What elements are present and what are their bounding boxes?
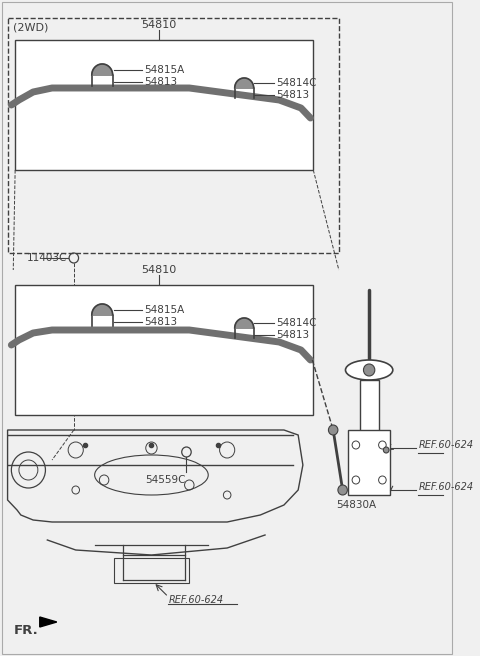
Text: 54813: 54813 [276, 90, 310, 100]
Text: 54810: 54810 [142, 265, 177, 275]
Text: 54814C: 54814C [276, 78, 317, 88]
Text: 54813: 54813 [276, 330, 310, 340]
Polygon shape [235, 78, 253, 88]
Circle shape [379, 476, 386, 484]
Circle shape [379, 441, 386, 449]
Text: (2WD): (2WD) [13, 22, 48, 32]
Text: REF.60-624: REF.60-624 [168, 595, 224, 605]
Text: 54813: 54813 [144, 77, 177, 87]
Circle shape [328, 425, 338, 435]
Bar [114, 558, 189, 583]
Circle shape [352, 476, 360, 484]
Text: 11403C: 11403C [26, 253, 67, 263]
Text: 54814C: 54814C [276, 318, 317, 328]
Text: 54559C: 54559C [145, 475, 186, 485]
Text: 54810: 54810 [142, 20, 177, 30]
Polygon shape [92, 64, 113, 75]
Bar [360, 380, 379, 460]
Polygon shape [40, 617, 57, 627]
Bar [15, 40, 313, 170]
Bar [15, 285, 313, 415]
Circle shape [352, 441, 360, 449]
Text: 54815A: 54815A [144, 305, 184, 315]
Text: 54830A: 54830A [336, 500, 376, 510]
Polygon shape [235, 318, 253, 328]
Circle shape [384, 447, 389, 453]
Bar [348, 430, 390, 495]
Circle shape [363, 364, 375, 376]
Polygon shape [92, 304, 113, 315]
Bar [8, 18, 339, 253]
Circle shape [338, 485, 348, 495]
Text: REF.60-624: REF.60-624 [419, 482, 473, 492]
Ellipse shape [346, 360, 393, 380]
Text: 54815A: 54815A [144, 65, 184, 75]
Text: REF.60-624: REF.60-624 [419, 440, 473, 450]
Text: 54813: 54813 [144, 317, 177, 327]
Text: FR.: FR. [14, 623, 39, 636]
